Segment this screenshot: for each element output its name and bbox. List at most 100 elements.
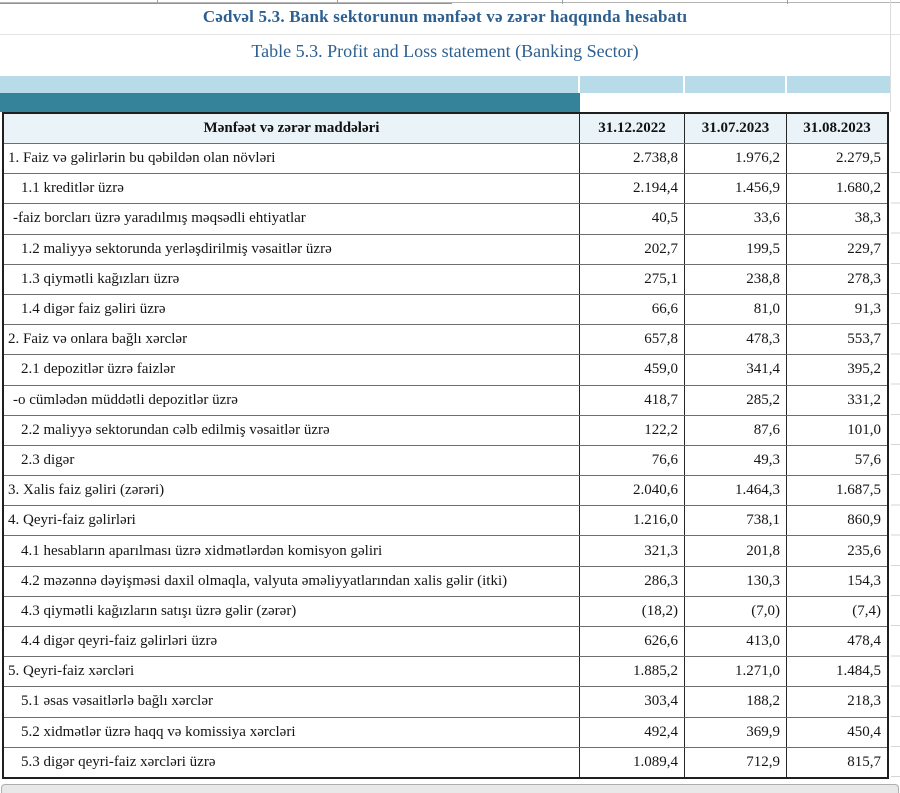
table-title-english: Table 5.3. Profit and Loss statement (Ba… xyxy=(251,41,639,61)
row-label: 1.1 kreditlər üzrə xyxy=(4,174,580,204)
gridline-vertical xyxy=(890,0,891,112)
table-row: 4. Qeyri-faiz gəlirləri 1.216,0 738,1 86… xyxy=(4,505,887,536)
row-value-col1: 657,8 xyxy=(580,325,685,355)
row-value-col3: 478,4 xyxy=(847,633,881,650)
row-value-col2: 201,8 xyxy=(685,536,787,566)
row-value-col1: 275,1 xyxy=(580,264,685,294)
row-label: 5. Qeyri-faiz xərcləri xyxy=(4,657,580,687)
row-value-col1: 40,5 xyxy=(580,204,685,234)
table-row: 1.2 maliyyə sektorunda yerləşdirilmiş və… xyxy=(4,233,887,264)
row-value-col1: 418,7 xyxy=(580,385,685,415)
row-value-col3: (7,4) xyxy=(852,602,881,619)
row-value-col2: (7,0) xyxy=(685,596,787,626)
table-row: 5.1 əsas vəsaitlərlə bağlı xərclər 303,4… xyxy=(4,686,887,717)
row-value-col1: 122,2 xyxy=(580,415,685,445)
row-value-col3: 450,4 xyxy=(847,723,881,740)
band-separator xyxy=(683,76,685,93)
table-row: 4.4 digər qeyri-faiz gəlirləri üzrə 626,… xyxy=(4,626,887,657)
row-value-col2: 1.271,0 xyxy=(685,657,787,687)
band-separator xyxy=(578,76,580,93)
header-date-2: 31.07.2023 xyxy=(685,114,787,143)
profit-loss-table: Mənfəət və zərər maddələri 31.12.2022 31… xyxy=(2,112,889,779)
header-items-column: Mənfəət və zərər maddələri xyxy=(4,114,580,143)
row-label: 4. Qeyri-faiz gəlirləri xyxy=(4,506,580,536)
row-value-col3: 331,2 xyxy=(847,391,881,408)
row-value-col3: 278,3 xyxy=(847,270,881,287)
row-value-col2: 87,6 xyxy=(685,415,787,445)
table-row: 5. Qeyri-faiz xərcləri 1.885,2 1.271,0 1… xyxy=(4,656,887,687)
row-value-col2: 1.456,9 xyxy=(685,174,787,204)
row-value-col1: 303,4 xyxy=(580,687,685,717)
row-label: 2.2 maliyyə sektorundan cəlb edilmiş vəs… xyxy=(4,415,580,445)
table-title-azerbaijani: Cədvəl 5.3. Bank sektorunun mənfəət və z… xyxy=(202,7,688,26)
table-row: 5.2 xidmətlər üzrə haqq və komissiya xər… xyxy=(4,716,887,747)
table-row: 3. Xalis faiz gəliri (zərəri) 2.040,6 1.… xyxy=(4,475,887,506)
row-label: 4.4 digər qeyri-faiz gəlirləri üzrə xyxy=(4,627,580,657)
row-label: 3. Xalis faiz gəliri (zərəri) xyxy=(4,476,580,506)
row-value-col1: 626,6 xyxy=(580,627,685,657)
row-value-col1: (18,2) xyxy=(580,596,685,626)
table-row: 2.1 depozitlər üzrə faizlər 459,0 341,4 … xyxy=(4,354,887,385)
row-value-col2: 1.976,2 xyxy=(685,144,787,174)
horizontal-scrollbar[interactable] xyxy=(1,784,899,793)
spreadsheet-gridline-row xyxy=(0,0,900,4)
row-value-col1: 2.738,8 xyxy=(580,144,685,174)
row-value-col1: 1.089,4 xyxy=(580,747,685,777)
row-value-col2: 413,0 xyxy=(685,627,787,657)
row-value-col1: 76,6 xyxy=(580,445,685,476)
row-value-col2: 478,3 xyxy=(685,325,787,355)
table-row: 1.4 digər faiz gəliri üzrə 66,6 81,0 91,… xyxy=(4,293,887,325)
gridline-horizontal xyxy=(0,34,900,35)
row-value-col2: 285,2 xyxy=(685,385,787,415)
row-value-col2: 81,0 xyxy=(685,294,787,325)
row-value-col2: 341,4 xyxy=(685,355,787,385)
row-label: 1.2 maliyyə sektorunda yerləşdirilmiş və… xyxy=(4,234,580,264)
band-separator xyxy=(785,76,787,93)
gridline-tick xyxy=(157,0,158,4)
row-value-col3: 38,3 xyxy=(854,210,881,227)
row-value-col2: 188,2 xyxy=(685,687,787,717)
row-value-col1: 492,4 xyxy=(580,717,685,747)
row-value-col1: 1.885,2 xyxy=(580,657,685,687)
row-value-col3: 815,7 xyxy=(847,753,881,770)
row-value-col3: 235,6 xyxy=(847,542,881,559)
row-value-col2: 712,9 xyxy=(685,747,787,777)
row-label: 1.3 qiymətli kağızları üzrə xyxy=(4,264,580,294)
row-label: 4.3 qiymətli kağızların satışı üzrə gəli… xyxy=(4,596,580,626)
row-label: 2. Faiz və onlara bağlı xərclər xyxy=(4,325,580,355)
row-value-col1: 321,3 xyxy=(580,536,685,566)
row-value-col3: 1.687,5 xyxy=(836,482,881,499)
table-body: 1. Faiz və gəlirlərin bu qəbildən olan n… xyxy=(4,143,887,777)
table-row: 4.3 qiymətli kağızların satışı üzrə gəli… xyxy=(4,595,887,626)
table-row: 1.1 kreditlər üzrə 2.194,4 1.456,9 1.680… xyxy=(4,173,887,204)
row-value-col3: 101,0 xyxy=(847,421,881,438)
table-row: 1.3 qiymətli kağızları üzrə 275,1 238,8 … xyxy=(4,263,887,294)
row-value-col2: 199,5 xyxy=(685,234,787,264)
row-value-col2: 130,3 xyxy=(685,566,787,596)
table-row: 4.1 hesabların aparılması üzrə xidmətlər… xyxy=(4,535,887,566)
row-label: 4.1 hesabların aparılması üzrə xidmətlər… xyxy=(4,536,580,566)
row-value-col3: 218,3 xyxy=(847,693,881,710)
row-value-col2: 238,8 xyxy=(685,264,787,294)
row-value-col3: 395,2 xyxy=(847,361,881,378)
row-value-col1: 1.216,0 xyxy=(580,506,685,536)
decor-band-teal xyxy=(0,93,580,112)
row-value-col3: 2.279,5 xyxy=(836,150,881,167)
table-row: 2. Faiz və onlara bağlı xərclər 657,8 47… xyxy=(4,324,887,355)
row-value-col3: 860,9 xyxy=(847,512,881,529)
row-value-col2: 1.464,3 xyxy=(685,476,787,506)
row-value-col1: 66,6 xyxy=(580,294,685,325)
row-value-col3: 154,3 xyxy=(847,572,881,589)
row-label: -faiz borcları üzrə yaradılmış məqsədli … xyxy=(4,204,580,234)
row-value-col2: 369,9 xyxy=(685,717,787,747)
row-label: -o cümlədən müddətli depozitlər üzrə xyxy=(4,385,580,415)
gridline-tick xyxy=(337,0,338,4)
table-row: -faiz borcları üzrə yaradılmış məqsədli … xyxy=(4,203,887,234)
row-label: 5.2 xidmətlər üzrə haqq və komissiya xər… xyxy=(4,717,580,747)
table-row: 4.2 məzənnə dəyişməsi daxil olmaqla, val… xyxy=(4,565,887,596)
row-value-col1: 459,0 xyxy=(580,355,685,385)
row-label: 5.1 əsas vəsaitlərlə bağlı xərclər xyxy=(4,687,580,717)
row-value-col3: 57,6 xyxy=(854,451,881,468)
row-label: 1. Faiz və gəlirlərin bu qəbildən olan n… xyxy=(4,144,580,174)
gridline-segment xyxy=(0,3,452,4)
